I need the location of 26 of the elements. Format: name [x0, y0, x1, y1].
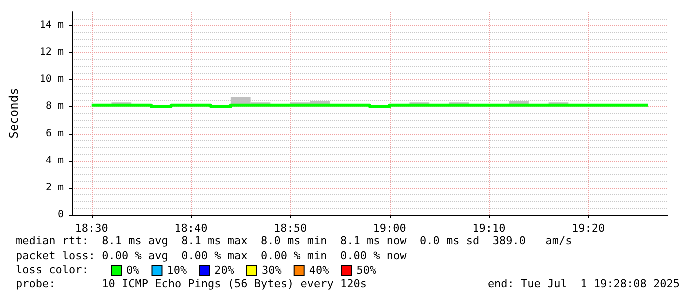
y-tick-label: 6 m [46, 128, 64, 140]
y-tick-label: 2 m [46, 182, 64, 194]
text: packet loss: 0.00 % avg 0.00 % max 0.00 % min 0.00 % now [16, 250, 408, 262]
legend-label: 30% [262, 264, 282, 277]
x-tick-label: 18:50 [274, 222, 308, 235]
y-tick-label: 8 m [46, 101, 64, 112]
text: probe: 10 ICMP Echo Pings (56 Bytes) every 120s [16, 278, 367, 290]
y-tick-label: 12 m [40, 47, 64, 58]
y-tick-label: 10 m [40, 74, 64, 86]
x-tick-label: 18:30 [75, 222, 108, 235]
y-tick-label: 14 m [40, 20, 64, 32]
legend-title: loss color: [16, 264, 89, 276]
legend-label: 50% [356, 264, 377, 277]
legend-label: 20% [214, 264, 235, 277]
legend-label: 40% [309, 264, 330, 277]
legend-label: 10% [167, 264, 188, 277]
text: end: Tue Jul 1 19:28:08 2025 [488, 278, 680, 290]
y-tick-label: 0 [58, 210, 64, 220]
x-tick-label: 19:00 [373, 222, 406, 235]
text: median rtt: 8.1 ms avg 8.1 ms max 8.0 ms min 8.1 ms now 0.0 ms sd 389.0 am/s [16, 234, 572, 248]
x-tick-label: 18:40 [174, 222, 208, 235]
x-tick-label: 19:20 [572, 222, 606, 235]
x-tick-label: 19:10 [472, 222, 506, 235]
legend-label: 0% [126, 264, 140, 277]
y-tick-label: 4 m [46, 155, 64, 166]
y-axis-title: Seconds [7, 88, 21, 139]
